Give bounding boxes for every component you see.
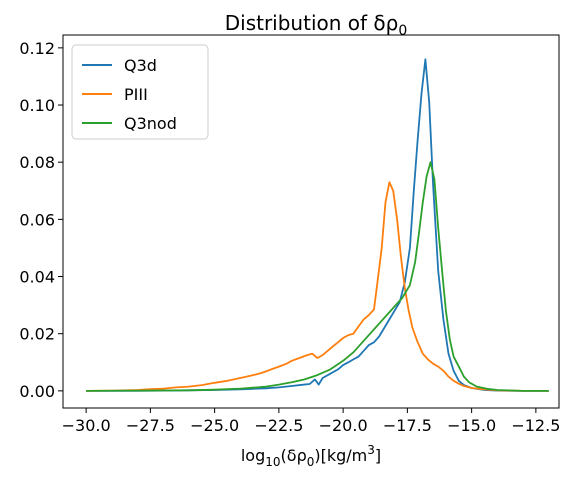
x-tick-label: −20.0 <box>319 416 368 435</box>
x-axis-label-prefix: log <box>241 446 265 465</box>
y-tick-label: 0.04 <box>19 268 55 287</box>
x-tick-label: −30.0 <box>62 416 111 435</box>
legend-box <box>71 44 209 140</box>
x-tick-label: −25.0 <box>190 416 239 435</box>
legend-label-q3nod: Q3nod <box>124 114 177 133</box>
x-axis-label-sub: 10 <box>265 455 280 469</box>
y-tick-label: 0.00 <box>19 382 55 401</box>
y-axis: 0.00 0.02 0.04 0.06 0.08 0.10 0.12 <box>19 39 63 401</box>
x-tick-label: −12.5 <box>511 416 560 435</box>
chart-title-main: Distribution of δρ <box>225 11 399 35</box>
x-axis-label-sup: 3 <box>367 443 375 457</box>
x-axis: −30.0 −27.5 −25.0 −22.5 −20.0 −17.5 −15.0 −12.5 <box>62 408 560 435</box>
x-axis-label-mid: (δρ <box>281 446 307 465</box>
series-line-q3d <box>86 58 549 392</box>
legend: Q3d PIII Q3nod <box>71 44 209 140</box>
x-tick-label: −17.5 <box>383 416 432 435</box>
plot-area <box>86 58 549 392</box>
x-axis-label: log10(δρ0)[kg/m3] <box>241 443 381 469</box>
y-tick-label: 0.08 <box>19 153 55 172</box>
legend-label-q3d: Q3d <box>124 56 157 75</box>
chart-title-subscript: 0 <box>398 23 407 39</box>
y-tick-label: 0.12 <box>19 39 55 58</box>
x-axis-label-end: ] <box>375 446 381 465</box>
x-axis-label-sub2: 0 <box>307 455 315 469</box>
series-line-piii <box>86 181 549 392</box>
x-tick-label: −22.5 <box>254 416 303 435</box>
y-tick-label: 0.02 <box>19 325 55 344</box>
y-tick-label: 0.10 <box>19 96 55 115</box>
series-line-q3nod <box>86 161 549 392</box>
x-tick-label: −27.5 <box>126 416 175 435</box>
plot-frame <box>62 34 560 409</box>
y-tick-label: 0.06 <box>19 210 55 229</box>
x-tick-label: −15.0 <box>447 416 496 435</box>
legend-label-piii: PIII <box>124 85 148 104</box>
x-axis-label-suffix: )[kg/m <box>314 446 367 465</box>
chart-title: Distribution of δρ0 <box>225 11 408 39</box>
